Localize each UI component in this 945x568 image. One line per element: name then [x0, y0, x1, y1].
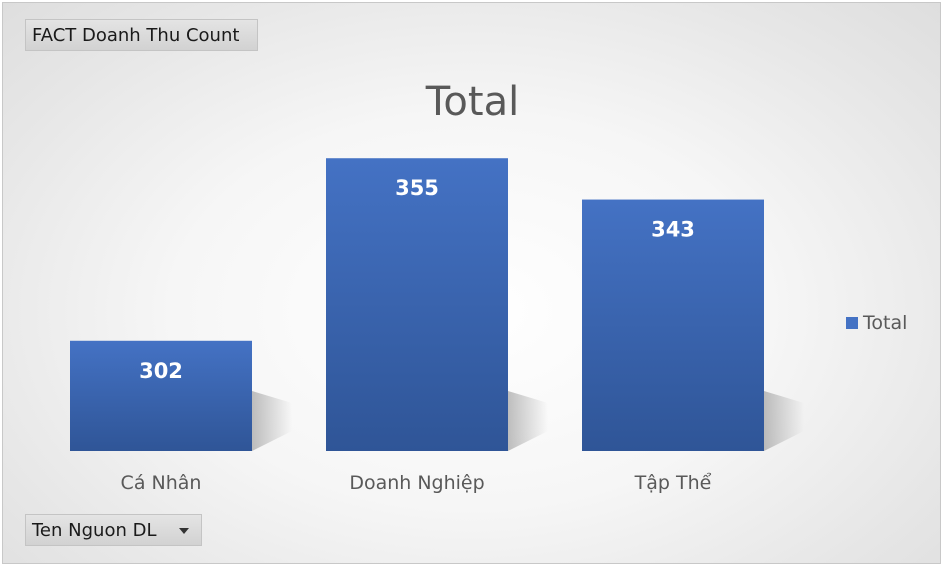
- legend-swatch: [846, 317, 858, 329]
- axis-field-label: Ten Nguon DL: [32, 520, 157, 541]
- value-field-label: FACT Doanh Thu Count: [32, 25, 240, 46]
- data-label: 355: [395, 176, 439, 200]
- bar-shadow: [764, 391, 804, 451]
- legend-label: Total: [863, 312, 908, 334]
- bar-shadow: [252, 391, 292, 451]
- bar-2[interactable]: [582, 199, 764, 451]
- x-tick-label: Tập Thể: [634, 472, 712, 494]
- data-label: 343: [651, 218, 695, 242]
- bar-1[interactable]: [326, 158, 508, 451]
- legend[interactable]: Total: [846, 312, 907, 334]
- bar-0[interactable]: [70, 340, 252, 451]
- x-tick-label: Doanh Nghiệp: [349, 472, 484, 494]
- axis-field-button[interactable]: Ten Nguon DL: [25, 514, 202, 546]
- data-label: 302: [139, 359, 183, 383]
- chart-title: Total: [425, 79, 520, 125]
- value-field-button[interactable]: FACT Doanh Thu Count: [25, 19, 258, 51]
- bar-shadow: [508, 391, 548, 451]
- x-tick-label: Cá Nhân: [121, 472, 202, 494]
- dropdown-arrow-icon[interactable]: [179, 528, 189, 534]
- plot-area: 302 Cá Nhân 355 Doanh Nghiệp 343 Tập Thể: [70, 158, 804, 494]
